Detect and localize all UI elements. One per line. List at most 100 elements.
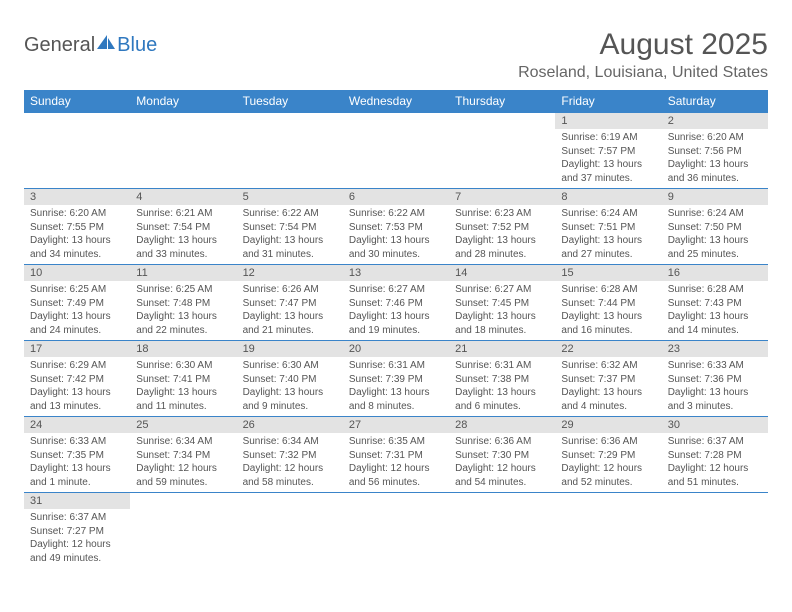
weekday-header: Friday [555, 90, 661, 113]
calendar-cell: 21Sunrise: 6:31 AMSunset: 7:38 PMDayligh… [449, 341, 555, 416]
day-number: 24 [24, 417, 130, 433]
daylight-text: Daylight: 12 hours and 52 minutes. [561, 462, 657, 489]
day-number [555, 493, 661, 509]
sunset-text: Sunset: 7:44 PM [561, 297, 657, 311]
daylight-text: Daylight: 13 hours and 3 minutes. [668, 386, 764, 413]
day-details: Sunrise: 6:24 AMSunset: 7:51 PMDaylight:… [555, 205, 661, 264]
daylight-text: Daylight: 13 hours and 11 minutes. [136, 386, 232, 413]
calendar-cell: 14Sunrise: 6:27 AMSunset: 7:45 PMDayligh… [449, 265, 555, 340]
calendar-cell: 3Sunrise: 6:20 AMSunset: 7:55 PMDaylight… [24, 189, 130, 264]
calendar-cell: 25Sunrise: 6:34 AMSunset: 7:34 PMDayligh… [130, 417, 236, 492]
sunrise-text: Sunrise: 6:28 AM [561, 283, 657, 297]
sunrise-text: Sunrise: 6:21 AM [136, 207, 232, 221]
sunset-text: Sunset: 7:40 PM [243, 373, 339, 387]
weekday-header: Tuesday [237, 90, 343, 113]
calendar-cell: 31Sunrise: 6:37 AMSunset: 7:27 PMDayligh… [24, 493, 130, 568]
sunset-text: Sunset: 7:46 PM [349, 297, 445, 311]
calendar-week: 1Sunrise: 6:19 AMSunset: 7:57 PMDaylight… [24, 113, 768, 189]
day-details: Sunrise: 6:21 AMSunset: 7:54 PMDaylight:… [130, 205, 236, 264]
calendar-cell: 29Sunrise: 6:36 AMSunset: 7:29 PMDayligh… [555, 417, 661, 492]
day-details: Sunrise: 6:27 AMSunset: 7:46 PMDaylight:… [343, 281, 449, 340]
daylight-text: Daylight: 13 hours and 16 minutes. [561, 310, 657, 337]
day-number: 20 [343, 341, 449, 357]
day-number [662, 493, 768, 509]
sunrise-text: Sunrise: 6:24 AM [561, 207, 657, 221]
day-number: 15 [555, 265, 661, 281]
month-title: August 2025 [518, 28, 768, 62]
daylight-text: Daylight: 12 hours and 56 minutes. [349, 462, 445, 489]
day-details: Sunrise: 6:27 AMSunset: 7:45 PMDaylight:… [449, 281, 555, 340]
day-number [343, 113, 449, 129]
daylight-text: Daylight: 13 hours and 25 minutes. [668, 234, 764, 261]
day-details: Sunrise: 6:24 AMSunset: 7:50 PMDaylight:… [662, 205, 768, 264]
weekday-header: Sunday [24, 90, 130, 113]
sunset-text: Sunset: 7:41 PM [136, 373, 232, 387]
day-details: Sunrise: 6:25 AMSunset: 7:49 PMDaylight:… [24, 281, 130, 340]
calendar-week: 10Sunrise: 6:25 AMSunset: 7:49 PMDayligh… [24, 265, 768, 341]
logo-sail-icon [97, 32, 115, 46]
day-number: 14 [449, 265, 555, 281]
weekday-header: Wednesday [343, 90, 449, 113]
calendar-cell: 27Sunrise: 6:35 AMSunset: 7:31 PMDayligh… [343, 417, 449, 492]
day-number [449, 493, 555, 509]
daylight-text: Daylight: 12 hours and 54 minutes. [455, 462, 551, 489]
day-number [24, 113, 130, 129]
daylight-text: Daylight: 13 hours and 36 minutes. [668, 158, 764, 185]
sunrise-text: Sunrise: 6:23 AM [455, 207, 551, 221]
calendar-cell [343, 113, 449, 188]
calendar-cell: 24Sunrise: 6:33 AMSunset: 7:35 PMDayligh… [24, 417, 130, 492]
daylight-text: Daylight: 13 hours and 30 minutes. [349, 234, 445, 261]
day-number: 2 [662, 113, 768, 129]
day-number: 31 [24, 493, 130, 509]
sunrise-text: Sunrise: 6:31 AM [349, 359, 445, 373]
sunset-text: Sunset: 7:32 PM [243, 449, 339, 463]
calendar-cell: 22Sunrise: 6:32 AMSunset: 7:37 PMDayligh… [555, 341, 661, 416]
day-details: Sunrise: 6:25 AMSunset: 7:48 PMDaylight:… [130, 281, 236, 340]
logo-text-general: General [24, 34, 95, 57]
page-header: General Blue August 2025 Roseland, Louisi… [24, 28, 768, 82]
sunset-text: Sunset: 7:50 PM [668, 221, 764, 235]
day-number: 27 [343, 417, 449, 433]
calendar-cell [343, 493, 449, 568]
calendar-cell: 28Sunrise: 6:36 AMSunset: 7:30 PMDayligh… [449, 417, 555, 492]
day-details [130, 509, 236, 514]
daylight-text: Daylight: 13 hours and 28 minutes. [455, 234, 551, 261]
day-number [130, 493, 236, 509]
day-details: Sunrise: 6:22 AMSunset: 7:53 PMDaylight:… [343, 205, 449, 264]
day-details [555, 509, 661, 514]
calendar-cell: 1Sunrise: 6:19 AMSunset: 7:57 PMDaylight… [555, 113, 661, 188]
daylight-text: Daylight: 13 hours and 31 minutes. [243, 234, 339, 261]
calendar-cell [237, 493, 343, 568]
day-number: 9 [662, 189, 768, 205]
sunrise-text: Sunrise: 6:24 AM [668, 207, 764, 221]
calendar-cell [130, 493, 236, 568]
sunset-text: Sunset: 7:54 PM [136, 221, 232, 235]
day-details: Sunrise: 6:26 AMSunset: 7:47 PMDaylight:… [237, 281, 343, 340]
day-details [237, 129, 343, 134]
sunrise-text: Sunrise: 6:30 AM [136, 359, 232, 373]
location-subtitle: Roseland, Louisiana, United States [518, 64, 768, 82]
calendar-grid: Sunday Monday Tuesday Wednesday Thursday… [24, 90, 768, 568]
sunrise-text: Sunrise: 6:29 AM [30, 359, 126, 373]
daylight-text: Daylight: 13 hours and 24 minutes. [30, 310, 126, 337]
day-number: 29 [555, 417, 661, 433]
sunrise-text: Sunrise: 6:20 AM [668, 131, 764, 145]
day-details: Sunrise: 6:19 AMSunset: 7:57 PMDaylight:… [555, 129, 661, 188]
day-details: Sunrise: 6:32 AMSunset: 7:37 PMDaylight:… [555, 357, 661, 416]
calendar-cell [662, 493, 768, 568]
sunrise-text: Sunrise: 6:25 AM [136, 283, 232, 297]
logo-text-blue: Blue [117, 34, 157, 57]
daylight-text: Daylight: 13 hours and 33 minutes. [136, 234, 232, 261]
sunrise-text: Sunrise: 6:22 AM [349, 207, 445, 221]
sunrise-text: Sunrise: 6:36 AM [561, 435, 657, 449]
daylight-text: Daylight: 12 hours and 49 minutes. [30, 538, 126, 565]
calendar-cell: 26Sunrise: 6:34 AMSunset: 7:32 PMDayligh… [237, 417, 343, 492]
sunrise-text: Sunrise: 6:31 AM [455, 359, 551, 373]
calendar-cell [449, 493, 555, 568]
day-details [130, 129, 236, 134]
day-number: 22 [555, 341, 661, 357]
day-details: Sunrise: 6:36 AMSunset: 7:30 PMDaylight:… [449, 433, 555, 492]
day-number: 13 [343, 265, 449, 281]
day-details: Sunrise: 6:29 AMSunset: 7:42 PMDaylight:… [24, 357, 130, 416]
calendar-cell: 17Sunrise: 6:29 AMSunset: 7:42 PMDayligh… [24, 341, 130, 416]
